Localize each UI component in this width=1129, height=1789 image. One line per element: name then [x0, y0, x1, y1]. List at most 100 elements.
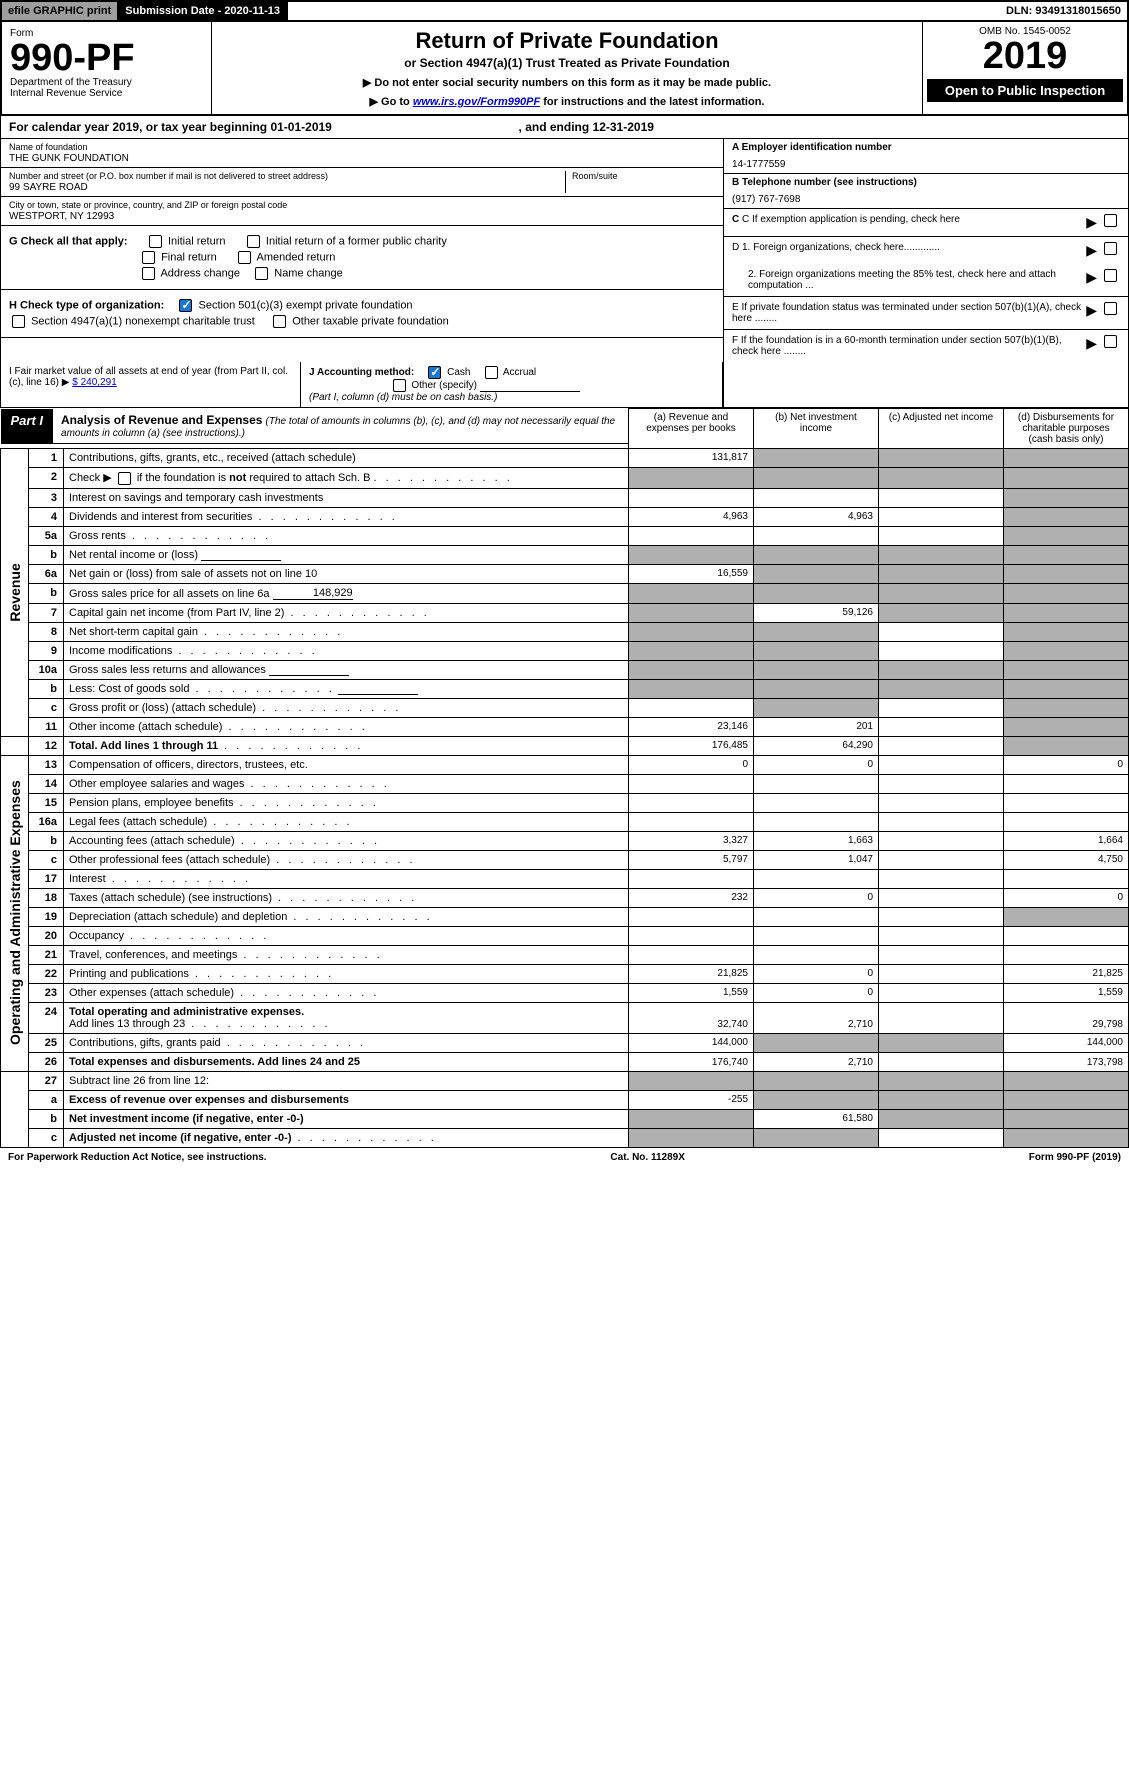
row-desc: Gross profit or (loss) (attach schedule): [64, 698, 629, 717]
row-val-d: 1,559: [1004, 983, 1129, 1002]
row-val-b: 0: [754, 888, 879, 907]
checkbox-final[interactable]: [142, 251, 155, 264]
row-4: 4 Dividends and interest from securities…: [1, 507, 1129, 526]
row-num: c: [29, 698, 64, 717]
row-desc: Gross sales less returns and allowances: [64, 660, 629, 679]
addr-change-label: Address change: [160, 267, 240, 279]
row-val-a: 3,327: [629, 831, 754, 850]
footer-mid: Cat. No. 11289X: [610, 1152, 684, 1163]
submission-date: Submission Date - 2020-11-13: [119, 2, 288, 20]
cy-begin: 01-01-2019: [270, 120, 331, 134]
cash-label: Cash: [447, 367, 470, 378]
row-num: 10a: [29, 660, 64, 679]
row-num: 2: [29, 468, 64, 489]
initial-return-label: Initial return: [168, 235, 225, 247]
row-24: 24 Total operating and administrative ex…: [1, 1002, 1129, 1033]
row-8: 8 Net short-term capital gain: [1, 622, 1129, 641]
open-public-label: Open to Public Inspection: [927, 79, 1123, 102]
ein-row: A Employer identification number 14-1777…: [724, 139, 1128, 174]
foundation-name-row: Name of foundation THE GUNK FOUNDATION: [1, 139, 723, 168]
row-desc: Accounting fees (attach schedule): [64, 831, 629, 850]
part1-table: Part I Analysis of Revenue and Expenses …: [0, 408, 1129, 1148]
row-27: 27 Subtract line 26 from line 12:: [1, 1071, 1129, 1090]
row-num: 24: [29, 1002, 64, 1033]
row-val-a: 1,559: [629, 983, 754, 1002]
checkbox-other-taxable[interactable]: [273, 315, 286, 328]
part1-title: Analysis of Revenue and Expenses (The to…: [53, 409, 628, 443]
row-desc: Net investment income (if negative, ente…: [64, 1109, 629, 1128]
checkbox-d1[interactable]: [1104, 242, 1117, 255]
header-right: OMB No. 1545-0052 2019 Open to Public In…: [922, 22, 1127, 114]
row-val-b: 64,290: [754, 736, 879, 755]
row-desc: Adjusted net income (if negative, enter …: [64, 1128, 629, 1147]
row-val-a: 0: [629, 755, 754, 774]
form-title: Return of Private Foundation: [222, 28, 912, 54]
top-bar: efile GRAPHIC print Submission Date - 20…: [0, 0, 1129, 22]
irs-link[interactable]: www.irs.gov/Form990PF: [413, 96, 540, 108]
checkbox-cash[interactable]: [428, 366, 441, 379]
c-check-row: C C If exemption application is pending,…: [724, 209, 1128, 237]
row-val-b: 1,047: [754, 850, 879, 869]
row-desc: Interest: [64, 869, 629, 888]
checkbox-addr-change[interactable]: [142, 267, 155, 280]
row-val-d: 29,798: [1004, 1002, 1129, 1033]
phone-row: B Telephone number (see instructions) (9…: [724, 174, 1128, 209]
row-desc: Contributions, gifts, grants, etc., rece…: [64, 449, 629, 468]
row-val-a: 5,797: [629, 850, 754, 869]
checkbox-c[interactable]: [1104, 214, 1117, 227]
other-method-label: Other (specify): [411, 380, 477, 391]
name-label: Name of foundation: [9, 142, 715, 152]
row-5b: b Net rental income or (loss): [1, 545, 1129, 564]
row-val-a: 32,740: [629, 1002, 754, 1033]
row-16c: c Other professional fees (attach schedu…: [1, 850, 1129, 869]
row-desc: Gross rents: [64, 526, 629, 545]
row-val-d: 21,825: [1004, 964, 1129, 983]
arrow-icon: ▶: [1086, 335, 1097, 352]
row-val-b: 1,663: [754, 831, 879, 850]
tax-year: 2019: [927, 37, 1123, 75]
row-num: 7: [29, 603, 64, 622]
row-num: 4: [29, 507, 64, 526]
f-label: F If the foundation is in a 60-month ter…: [732, 335, 1082, 357]
checkbox-501c3[interactable]: [179, 299, 192, 312]
checkbox-amended[interactable]: [238, 251, 251, 264]
checkbox-f[interactable]: [1104, 335, 1117, 348]
row-26: 26 Total expenses and disbursements. Add…: [1, 1052, 1129, 1071]
checkbox-other-method[interactable]: [393, 379, 406, 392]
row-val-d: 144,000: [1004, 1033, 1129, 1052]
row-16b: b Accounting fees (attach schedule) 3,32…: [1, 831, 1129, 850]
cy-mid: , and ending: [519, 120, 593, 134]
j-label: J Accounting method:: [309, 367, 414, 378]
checkbox-name-change[interactable]: [255, 267, 268, 280]
row-desc: Total operating and administrative expen…: [64, 1002, 629, 1033]
efile-button[interactable]: efile GRAPHIC print: [2, 2, 119, 20]
row-desc: Other professional fees (attach schedule…: [64, 850, 629, 869]
row-val-a: 4,963: [629, 507, 754, 526]
row-val-b: 2,710: [754, 1002, 879, 1033]
row-desc: Net short-term capital gain: [64, 622, 629, 641]
row-desc: Income modifications: [64, 641, 629, 660]
row-desc: Printing and publications: [64, 964, 629, 983]
checkbox-d2[interactable]: [1104, 269, 1117, 282]
row-27a: a Excess of revenue over expenses and di…: [1, 1090, 1129, 1109]
row-val-b: 4,963: [754, 507, 879, 526]
col-a-header: (a) Revenue and expenses per books: [629, 409, 754, 449]
checkbox-4947[interactable]: [12, 315, 25, 328]
checkbox-initial[interactable]: [149, 235, 162, 248]
ein-value: 14-1777559: [732, 159, 1120, 170]
checkbox-sch-b[interactable]: [118, 472, 131, 485]
instruction-1: ▶ Do not enter social security numbers o…: [222, 76, 912, 89]
row-21: 21 Travel, conferences, and meetings: [1, 945, 1129, 964]
row-num: b: [29, 679, 64, 698]
row-num: 15: [29, 793, 64, 812]
checkbox-accrual[interactable]: [485, 366, 498, 379]
row-5a: 5a Gross rents: [1, 526, 1129, 545]
row-num: 12: [29, 736, 64, 755]
row-num: 9: [29, 641, 64, 660]
row-3: 3 Interest on savings and temporary cash…: [1, 488, 1129, 507]
row-num: 5a: [29, 526, 64, 545]
checkbox-initial-former[interactable]: [247, 235, 260, 248]
expenses-side-label: Operating and Administrative Expenses: [1, 755, 29, 1071]
checkbox-e[interactable]: [1104, 302, 1117, 315]
row-num: 26: [29, 1052, 64, 1071]
